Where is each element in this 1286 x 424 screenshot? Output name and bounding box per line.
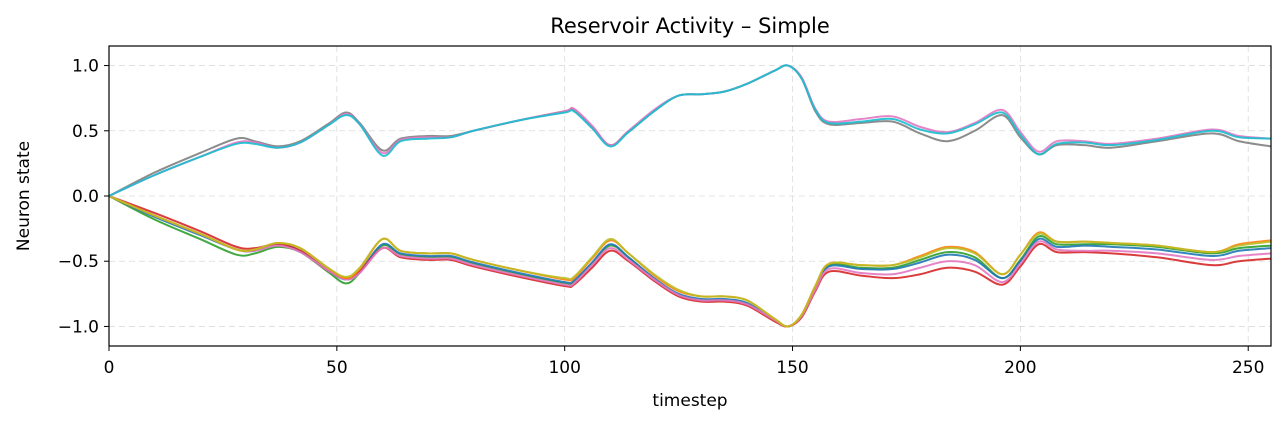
y-tick-label: 0.0 [72,187,99,207]
chart-title: Reservoir Activity – Simple [550,14,830,38]
series-layer [109,64,1271,328]
series-line-6 [109,195,1271,328]
y-tick-label: −0.5 [58,252,99,272]
y-tick-label: 0.5 [72,122,99,142]
y-axis-label: Neuron state [14,141,34,251]
x-axis-label: timestep [652,391,727,411]
x-tick-label: 100 [548,358,580,378]
x-axis-ticks: 0 50 100 150 200 250 [104,346,1264,378]
x-tick-label: 150 [776,358,808,378]
x-tick-label: 0 [104,358,115,378]
x-tick-label: 200 [1004,358,1036,378]
y-axis-ticks: −1.0 −0.5 0.0 0.5 1.0 [58,57,109,337]
x-tick-label: 250 [1232,358,1264,378]
y-tick-label: 1.0 [72,57,99,77]
x-tick-label: 50 [326,358,348,378]
y-tick-label: −1.0 [58,317,99,337]
grid [108,46,1271,346]
series-line-9 [109,64,1271,197]
series-line-4 [109,195,1271,328]
